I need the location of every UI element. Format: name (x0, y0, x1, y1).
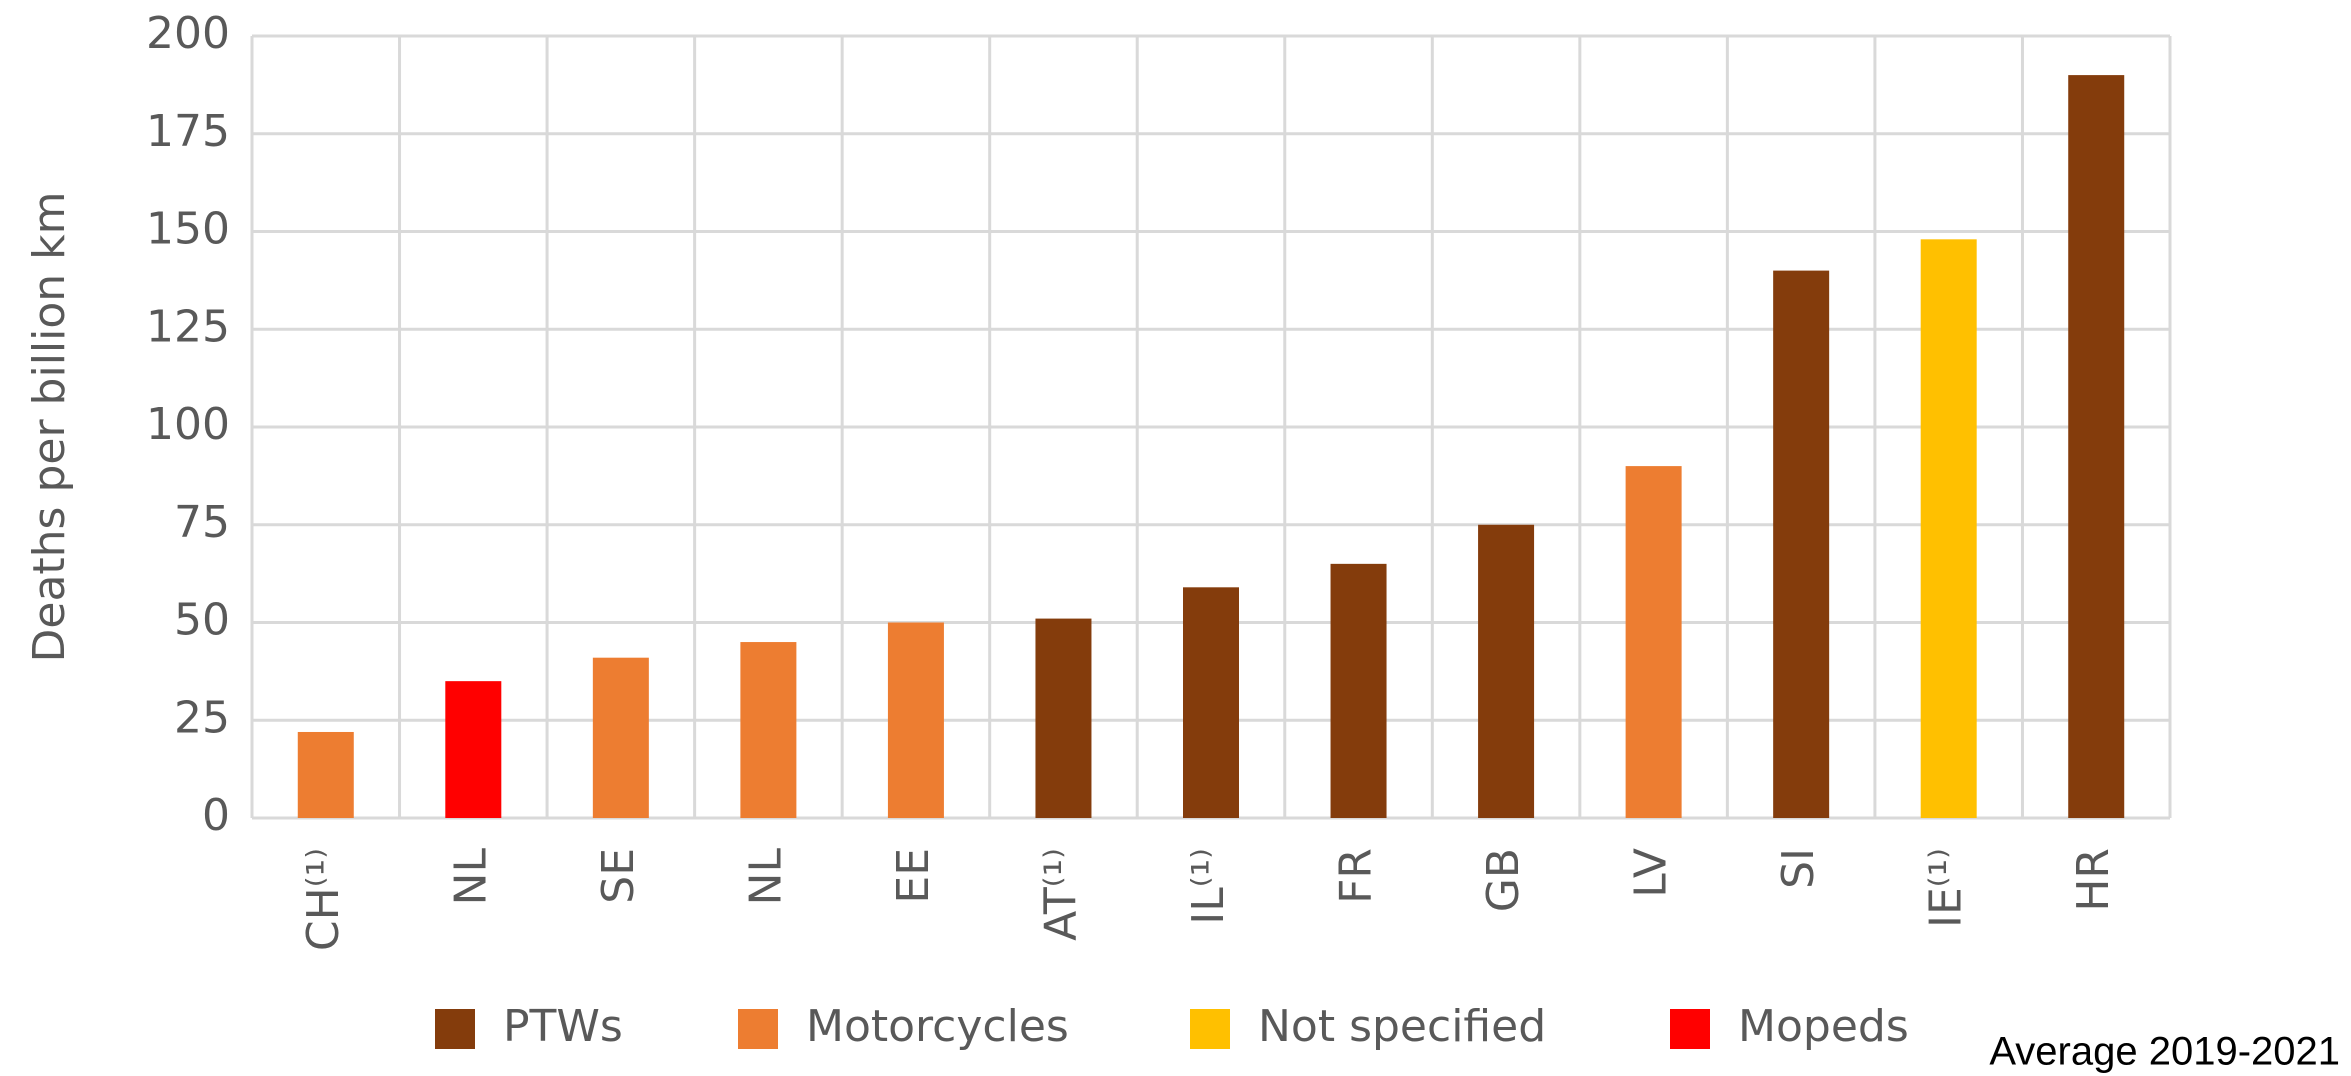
legend-label: Motorcycles (806, 1001, 1069, 1052)
bar (445, 681, 502, 818)
x-tick-label: NL (445, 848, 496, 906)
x-tick-label: IL⁽¹⁾ (1183, 848, 1234, 925)
bar (1330, 563, 1387, 818)
bar (297, 731, 354, 818)
y-tick-label: 75 (174, 497, 230, 548)
y-tick-label: 25 (174, 692, 230, 743)
legend-label: Not specified (1258, 1001, 1546, 1052)
legend-swatch (1670, 1009, 1710, 1049)
y-tick-label: 0 (202, 790, 230, 841)
bar (1183, 587, 1239, 818)
y-tick-label: 125 (146, 301, 230, 352)
bar (1035, 618, 1092, 818)
x-tick-label: LV (1626, 848, 1677, 898)
bar (1478, 524, 1535, 818)
y-tick-label: 100 (146, 399, 230, 450)
x-tick-label: IE⁽¹⁾ (1921, 848, 1972, 928)
x-tick-label: GB (1478, 848, 1529, 912)
bar (2068, 75, 2125, 819)
annotation: Average 2019-2021 (1989, 1030, 2340, 1074)
y-tick-label: 200 (146, 8, 230, 59)
x-tick-label: SI (1773, 848, 1824, 889)
x-tick-label: SE (593, 848, 644, 904)
x-tick-label: FR (1331, 848, 1382, 904)
y-tick-label: 50 (174, 595, 230, 646)
legend-swatch (1190, 1009, 1230, 1049)
bar (1773, 270, 1830, 819)
x-tick-label: EE (888, 848, 939, 904)
bar (1920, 239, 1977, 818)
bar (740, 642, 797, 818)
legend-label: PTWs (503, 1001, 623, 1052)
bar (1625, 466, 1682, 818)
x-tick-label: CH⁽¹⁾ (298, 848, 349, 951)
x-tick-label: HR (2068, 848, 2119, 912)
bar (592, 657, 649, 818)
legend-swatch (435, 1009, 475, 1049)
y-tick-label: 175 (146, 106, 230, 157)
y-axis-label: Deaths per billion km (24, 191, 75, 662)
bar (887, 622, 944, 818)
legend-swatch (738, 1009, 778, 1049)
x-tick-label: AT⁽¹⁾ (1035, 848, 1086, 941)
x-tick-label: NL (740, 848, 791, 906)
y-tick-label: 150 (146, 204, 230, 255)
legend-label: Mopeds (1738, 1001, 1909, 1052)
